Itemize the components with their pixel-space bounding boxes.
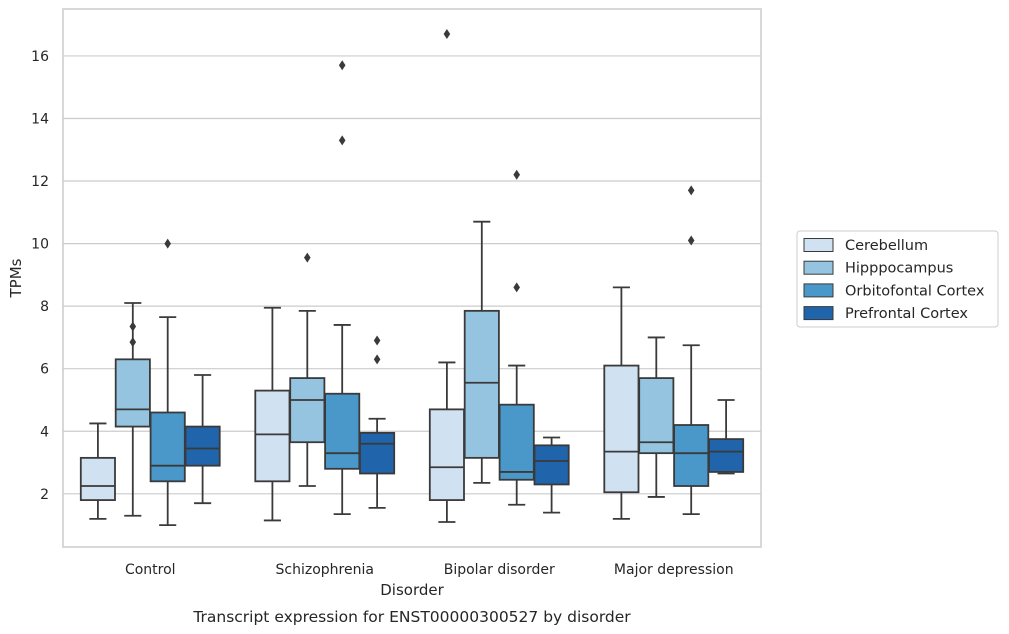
outlier-point (304, 252, 311, 263)
box-body (359, 431, 396, 475)
y-tick-label: 16 (31, 49, 49, 65)
box-body (708, 438, 745, 473)
box-body (533, 444, 570, 486)
box-orbitofontal-cortex (149, 238, 186, 527)
x-tick-label: Major depression (614, 562, 734, 578)
x-tick-label: Bipolar disorder (444, 562, 555, 578)
x-axis-ticks: Control Schizophrenia Bipolar disorder Majo… (125, 562, 734, 578)
legend-frame (796, 230, 999, 328)
legend-swatch (803, 260, 834, 275)
y-tick-label: 2 (40, 487, 49, 503)
box-cerebellum (603, 286, 640, 520)
legend: Cerebellum Hipppocampus Orbitofontal Corte… (796, 230, 999, 328)
plot-frame (62, 8, 762, 548)
x-axis-title: Disorder (380, 581, 444, 599)
box-orbitofontal-cortex (498, 169, 535, 506)
outlier-point (443, 29, 451, 40)
box-hipppocampus (463, 220, 500, 484)
y-tick-label: 6 (40, 362, 49, 378)
x-tick-label: Control (125, 562, 176, 578)
outlier-point (373, 335, 381, 346)
outlier-point (687, 185, 695, 196)
box-prefrontal-cortex (359, 335, 396, 509)
box-body (114, 358, 151, 428)
box-prefrontal-cortex (184, 374, 221, 505)
y-tick-label: 14 (31, 111, 49, 127)
y-tick-label: 12 (31, 174, 49, 190)
legend-label: Prefrontal Cortex (845, 306, 968, 322)
box-hipppocampus (638, 336, 675, 498)
box-body (638, 377, 675, 455)
box-body (673, 424, 710, 487)
legend-swatch (803, 238, 834, 252)
y-axis-ticks: 2 4 6 8 10 12 14 16 (31, 49, 49, 503)
outlier-point (373, 354, 381, 365)
box-body (463, 309, 500, 459)
box-prefrontal-cortex (533, 436, 570, 514)
legend-swatch (803, 306, 834, 321)
box-body (254, 389, 291, 483)
box-body (603, 364, 640, 494)
y-tick-label: 8 (40, 299, 49, 315)
legend-label: Hipppocampus (845, 261, 953, 277)
box-body (289, 377, 326, 444)
box-prefrontal-cortex (708, 399, 745, 475)
outlier-point (338, 135, 346, 146)
box-body (498, 403, 535, 481)
outlier-point (129, 337, 137, 348)
box-hipppocampus (114, 302, 151, 517)
box-orbitofontal-cortex (673, 185, 710, 516)
box-cerebellum (428, 29, 465, 523)
box-hipppocampus (289, 252, 326, 487)
box-body (184, 425, 221, 467)
box-body (324, 392, 361, 470)
outlier-point (129, 321, 137, 332)
legend-label: Orbitofontal Cortex (845, 283, 985, 299)
outlier-point (164, 238, 171, 249)
box-body (428, 408, 465, 501)
chart-caption: Transcript expression for ENST0000030052… (192, 608, 631, 626)
outlier-point (513, 282, 520, 293)
box-cerebellum (79, 422, 116, 520)
outlier-point (513, 169, 520, 180)
y-tick-label: 10 (31, 237, 49, 253)
outlier-point (338, 60, 346, 71)
x-tick-label: Schizophrenia (276, 562, 374, 578)
legend-swatch (803, 283, 834, 298)
box-cerebellum (254, 306, 291, 522)
box-orbitofontal-cortex (324, 60, 361, 516)
y-axis-title: TPMs (7, 258, 25, 298)
box-body (149, 411, 186, 483)
box-body (79, 456, 116, 501)
plot-area (79, 29, 745, 527)
legend-label: Cerebellum (845, 238, 928, 254)
outlier-point (687, 235, 695, 246)
y-tick-label: 4 (40, 424, 49, 440)
